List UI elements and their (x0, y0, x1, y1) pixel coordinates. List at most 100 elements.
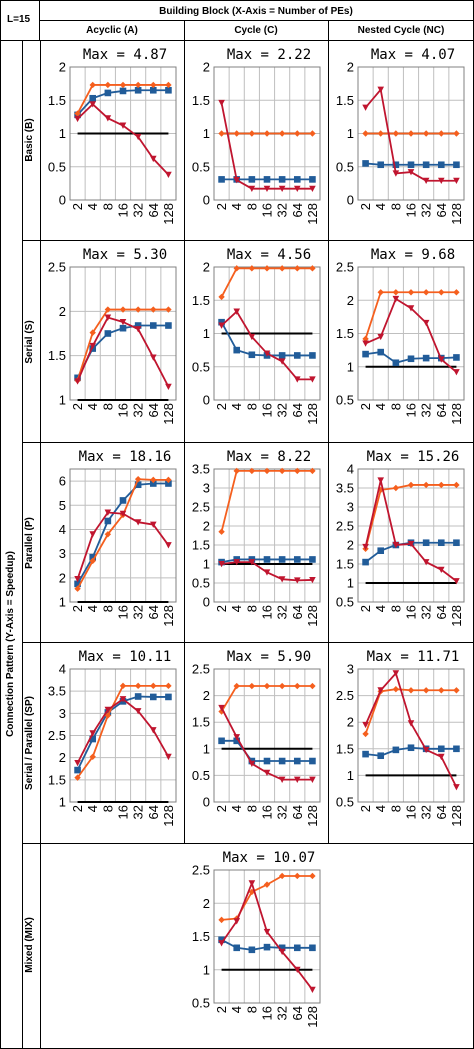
data-point-triangle (362, 340, 369, 347)
x-tick-label: 8 (100, 203, 115, 210)
x-tick-label: 64 (146, 203, 161, 217)
row-header-mixed: Mixed (MIX) (24, 917, 35, 973)
data-point-square (149, 480, 157, 487)
x-tick-label: 8 (388, 805, 403, 812)
data-point-diamond (294, 872, 301, 880)
data-point-square (278, 944, 286, 952)
data-point-triangle (218, 322, 225, 329)
x-tick-label: 64 (290, 605, 305, 619)
y-tick-label: 1 (203, 326, 210, 341)
y-tick-label: 0.5 (336, 159, 354, 174)
data-point-triangle (278, 948, 286, 956)
x-tick-label: 4 (85, 403, 100, 410)
data-point-diamond (134, 306, 142, 313)
x-tick-label: 128 (305, 1006, 320, 1028)
data-point-square (362, 350, 369, 358)
data-point-square (392, 161, 400, 169)
plot-frame (213, 869, 321, 1004)
x-tick-label: 4 (373, 403, 388, 410)
data-point-triangle (165, 753, 172, 761)
data-point-diamond (263, 467, 271, 475)
data-point-square (134, 481, 142, 489)
data-point-diamond (422, 289, 430, 296)
y-tick-label: 1 (59, 595, 66, 610)
data-point-triangle (278, 185, 286, 192)
data-point-diamond (294, 130, 301, 137)
plot-frame (357, 266, 465, 401)
data-point-square (293, 176, 301, 183)
data-point-triangle (149, 727, 157, 734)
data-point-triangle (293, 376, 301, 383)
data-point-square (89, 735, 97, 743)
x-tick-label: 16 (116, 605, 131, 619)
data-point-diamond (407, 481, 415, 489)
data-point-square (89, 94, 97, 102)
data-point-diamond (74, 774, 81, 781)
data-point-triangle (392, 295, 400, 303)
data-point-triangle (278, 358, 286, 365)
x-tick-label: 4 (229, 1006, 244, 1013)
data-point-triangle (407, 169, 415, 176)
y-tick-label: 2 (203, 60, 210, 75)
x-tick-label: 16 (260, 605, 275, 619)
x-tick-label: 32 (419, 403, 434, 417)
data-point-square (263, 556, 271, 563)
data-point-diamond (438, 481, 445, 489)
data-point-triangle (263, 769, 271, 777)
series-line-orange (220, 469, 313, 532)
y-tick-label: 1.5 (336, 93, 354, 108)
data-point-diamond (438, 289, 445, 296)
data-point-square (119, 324, 127, 332)
data-point-square (149, 693, 157, 701)
data-point-triangle (248, 333, 256, 341)
y-tick-label: 0.5 (192, 996, 210, 1011)
data-point-square (422, 161, 430, 169)
data-point-triangle (453, 784, 460, 791)
data-point-square (278, 556, 286, 563)
data-point-triangle (377, 333, 385, 341)
x-tick-label: 128 (449, 605, 464, 627)
top-title: Building Block (X-Axis = Number of PEs) (159, 6, 353, 17)
data-point-diamond (104, 81, 112, 89)
data-point-diamond (309, 682, 316, 690)
data-point-square (422, 354, 430, 362)
side-title: Connection Pattern (Y-Axis = Speedup) (5, 551, 16, 737)
data-point-square (248, 946, 256, 954)
x-tick-label: 2 (214, 203, 229, 210)
data-point-square (165, 86, 172, 94)
data-point-diamond (278, 682, 286, 690)
row-header-basic: Basic (B) (24, 118, 35, 161)
x-tick-label: 4 (373, 605, 388, 612)
y-tick-label: 3.5 (48, 684, 66, 699)
data-point-square (149, 322, 157, 329)
y-tick-label: 1.5 (192, 715, 210, 730)
data-point-square (134, 86, 142, 94)
x-tick-label: 2 (70, 805, 85, 812)
data-point-diamond (165, 81, 172, 89)
data-point-triangle (89, 531, 97, 538)
x-tick-label: 2 (358, 403, 373, 410)
x-tick-label: 16 (260, 403, 275, 417)
data-point-square (293, 757, 301, 765)
y-tick-label: 0.5 (192, 359, 210, 374)
data-point-diamond (392, 289, 400, 296)
chart-title: Max = 10.07 (223, 850, 316, 866)
data-point-diamond (165, 476, 172, 484)
data-point-diamond (377, 130, 384, 137)
y-tick-label: 0.5 (48, 159, 66, 174)
data-point-triangle (149, 521, 157, 528)
data-point-diamond (104, 306, 112, 313)
x-tick-label: 64 (434, 203, 449, 217)
data-point-triangle (119, 122, 127, 129)
data-point-diamond (422, 130, 430, 137)
series-line-orange (364, 291, 457, 340)
chart-title: Max = 15.26 (367, 449, 460, 465)
data-point-square (293, 352, 301, 359)
data-point-triangle (309, 185, 316, 192)
data-point-square (377, 547, 385, 554)
data-point-square (422, 539, 430, 547)
chart-title: Max = 5.30 (83, 247, 167, 263)
series-line-orange (220, 267, 313, 298)
